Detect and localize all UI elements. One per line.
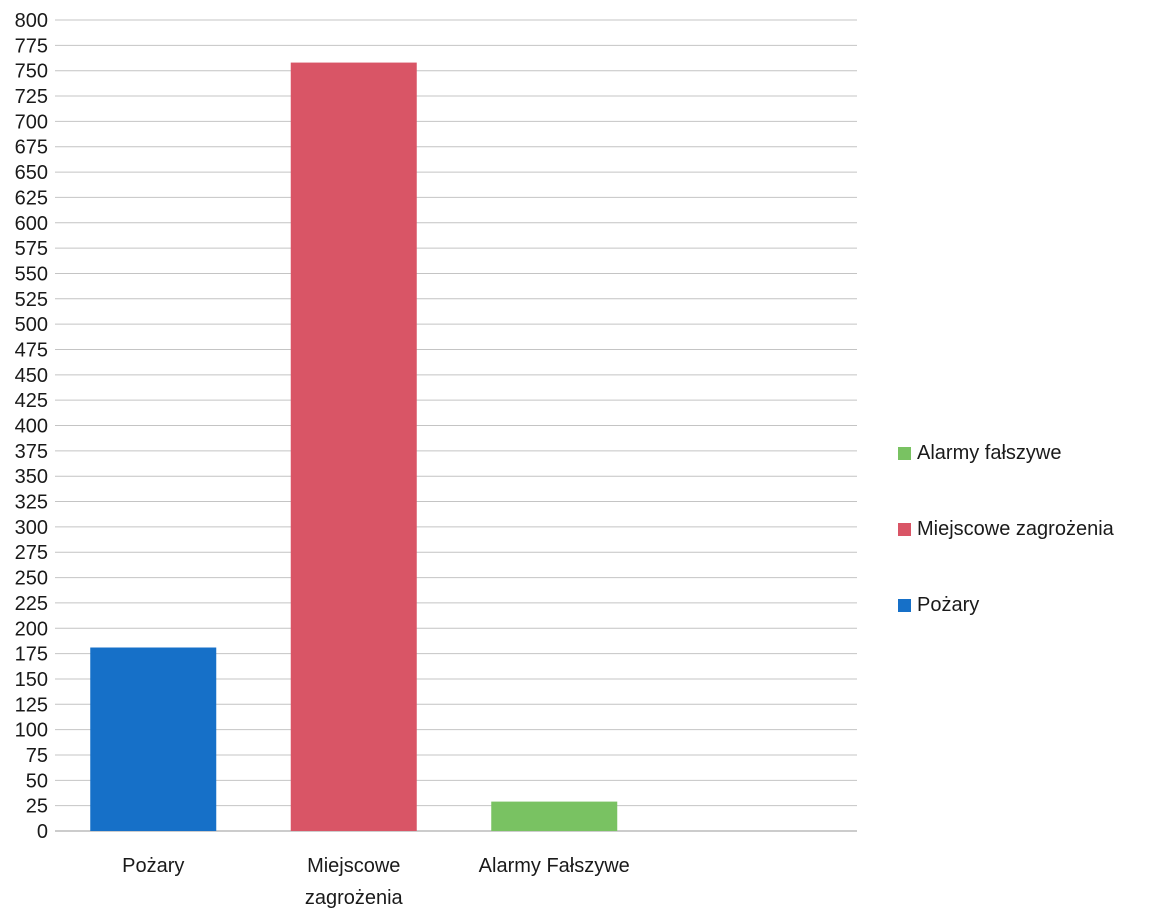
y-tick-label: 450 [15, 365, 48, 387]
bars [90, 62, 618, 831]
legend-label: Pożary [917, 593, 980, 616]
y-tick-label: 575 [15, 238, 48, 260]
y-axis-ticks: 0 25 50 75 100 125 150 175 200 225 250 275 300 325 350… [15, 10, 48, 843]
y-tick-label: 100 [15, 720, 48, 742]
y-tick-label: 225 [15, 593, 48, 615]
y-tick-label: 600 [15, 213, 48, 235]
bar [290, 62, 417, 831]
y-tick-label: 625 [15, 187, 48, 209]
y-tick-label: 300 [15, 517, 48, 539]
y-tick-label: 800 [15, 10, 48, 32]
legend-label: Miejscowe zagrożenia [917, 517, 1114, 540]
bar [491, 801, 618, 831]
y-tick-label: 150 [15, 669, 48, 691]
x-tick-label: Miejscowe [307, 855, 400, 877]
y-tick-label: 750 [15, 61, 48, 83]
y-tick-label: 75 [26, 745, 48, 767]
y-tick-label: 725 [15, 86, 48, 108]
legend-swatch [898, 598, 911, 612]
x-tick-label: zagrożenia [305, 887, 404, 909]
bar [90, 647, 217, 831]
y-tick-label: 500 [15, 314, 48, 336]
y-tick-label: 50 [26, 770, 48, 792]
y-tick-label: 425 [15, 390, 48, 412]
y-tick-label: 0 [37, 821, 48, 843]
legend-item: Alarmy fałszywe [898, 440, 1160, 466]
y-tick-label: 550 [15, 263, 48, 285]
y-tick-label: 475 [15, 339, 48, 361]
x-tick-label: Alarmy Fałszywe [479, 855, 630, 877]
x-tick-label: Pożary [122, 855, 184, 877]
legend: Alarmy fałszywe Miejscowe zagrożenia Poż… [898, 440, 1160, 668]
y-tick-label: 125 [15, 694, 48, 716]
y-tick-label: 375 [15, 441, 48, 463]
y-tick-label: 525 [15, 289, 48, 311]
y-tick-label: 250 [15, 568, 48, 590]
legend-swatch [898, 446, 911, 460]
legend-item: Pożary [898, 592, 1160, 618]
y-tick-label: 350 [15, 466, 48, 488]
y-tick-label: 700 [15, 111, 48, 133]
y-tick-label: 400 [15, 416, 48, 438]
x-axis-labels: Pożary Miejscowe zagrożenia Alarmy Fałszywe [122, 855, 630, 909]
y-tick-label: 650 [15, 162, 48, 184]
y-tick-label: 175 [15, 644, 48, 666]
y-tick-label: 25 [26, 796, 48, 818]
y-tick-label: 275 [15, 542, 48, 564]
y-tick-label: 775 [15, 35, 48, 57]
y-tick-label: 325 [15, 492, 48, 514]
legend-swatch [898, 522, 911, 536]
legend-item: Miejscowe zagrożenia [898, 516, 1160, 542]
y-tick-label: 675 [15, 137, 48, 159]
legend-label: Alarmy fałszywe [917, 441, 1062, 464]
y-tick-label: 200 [15, 618, 48, 640]
